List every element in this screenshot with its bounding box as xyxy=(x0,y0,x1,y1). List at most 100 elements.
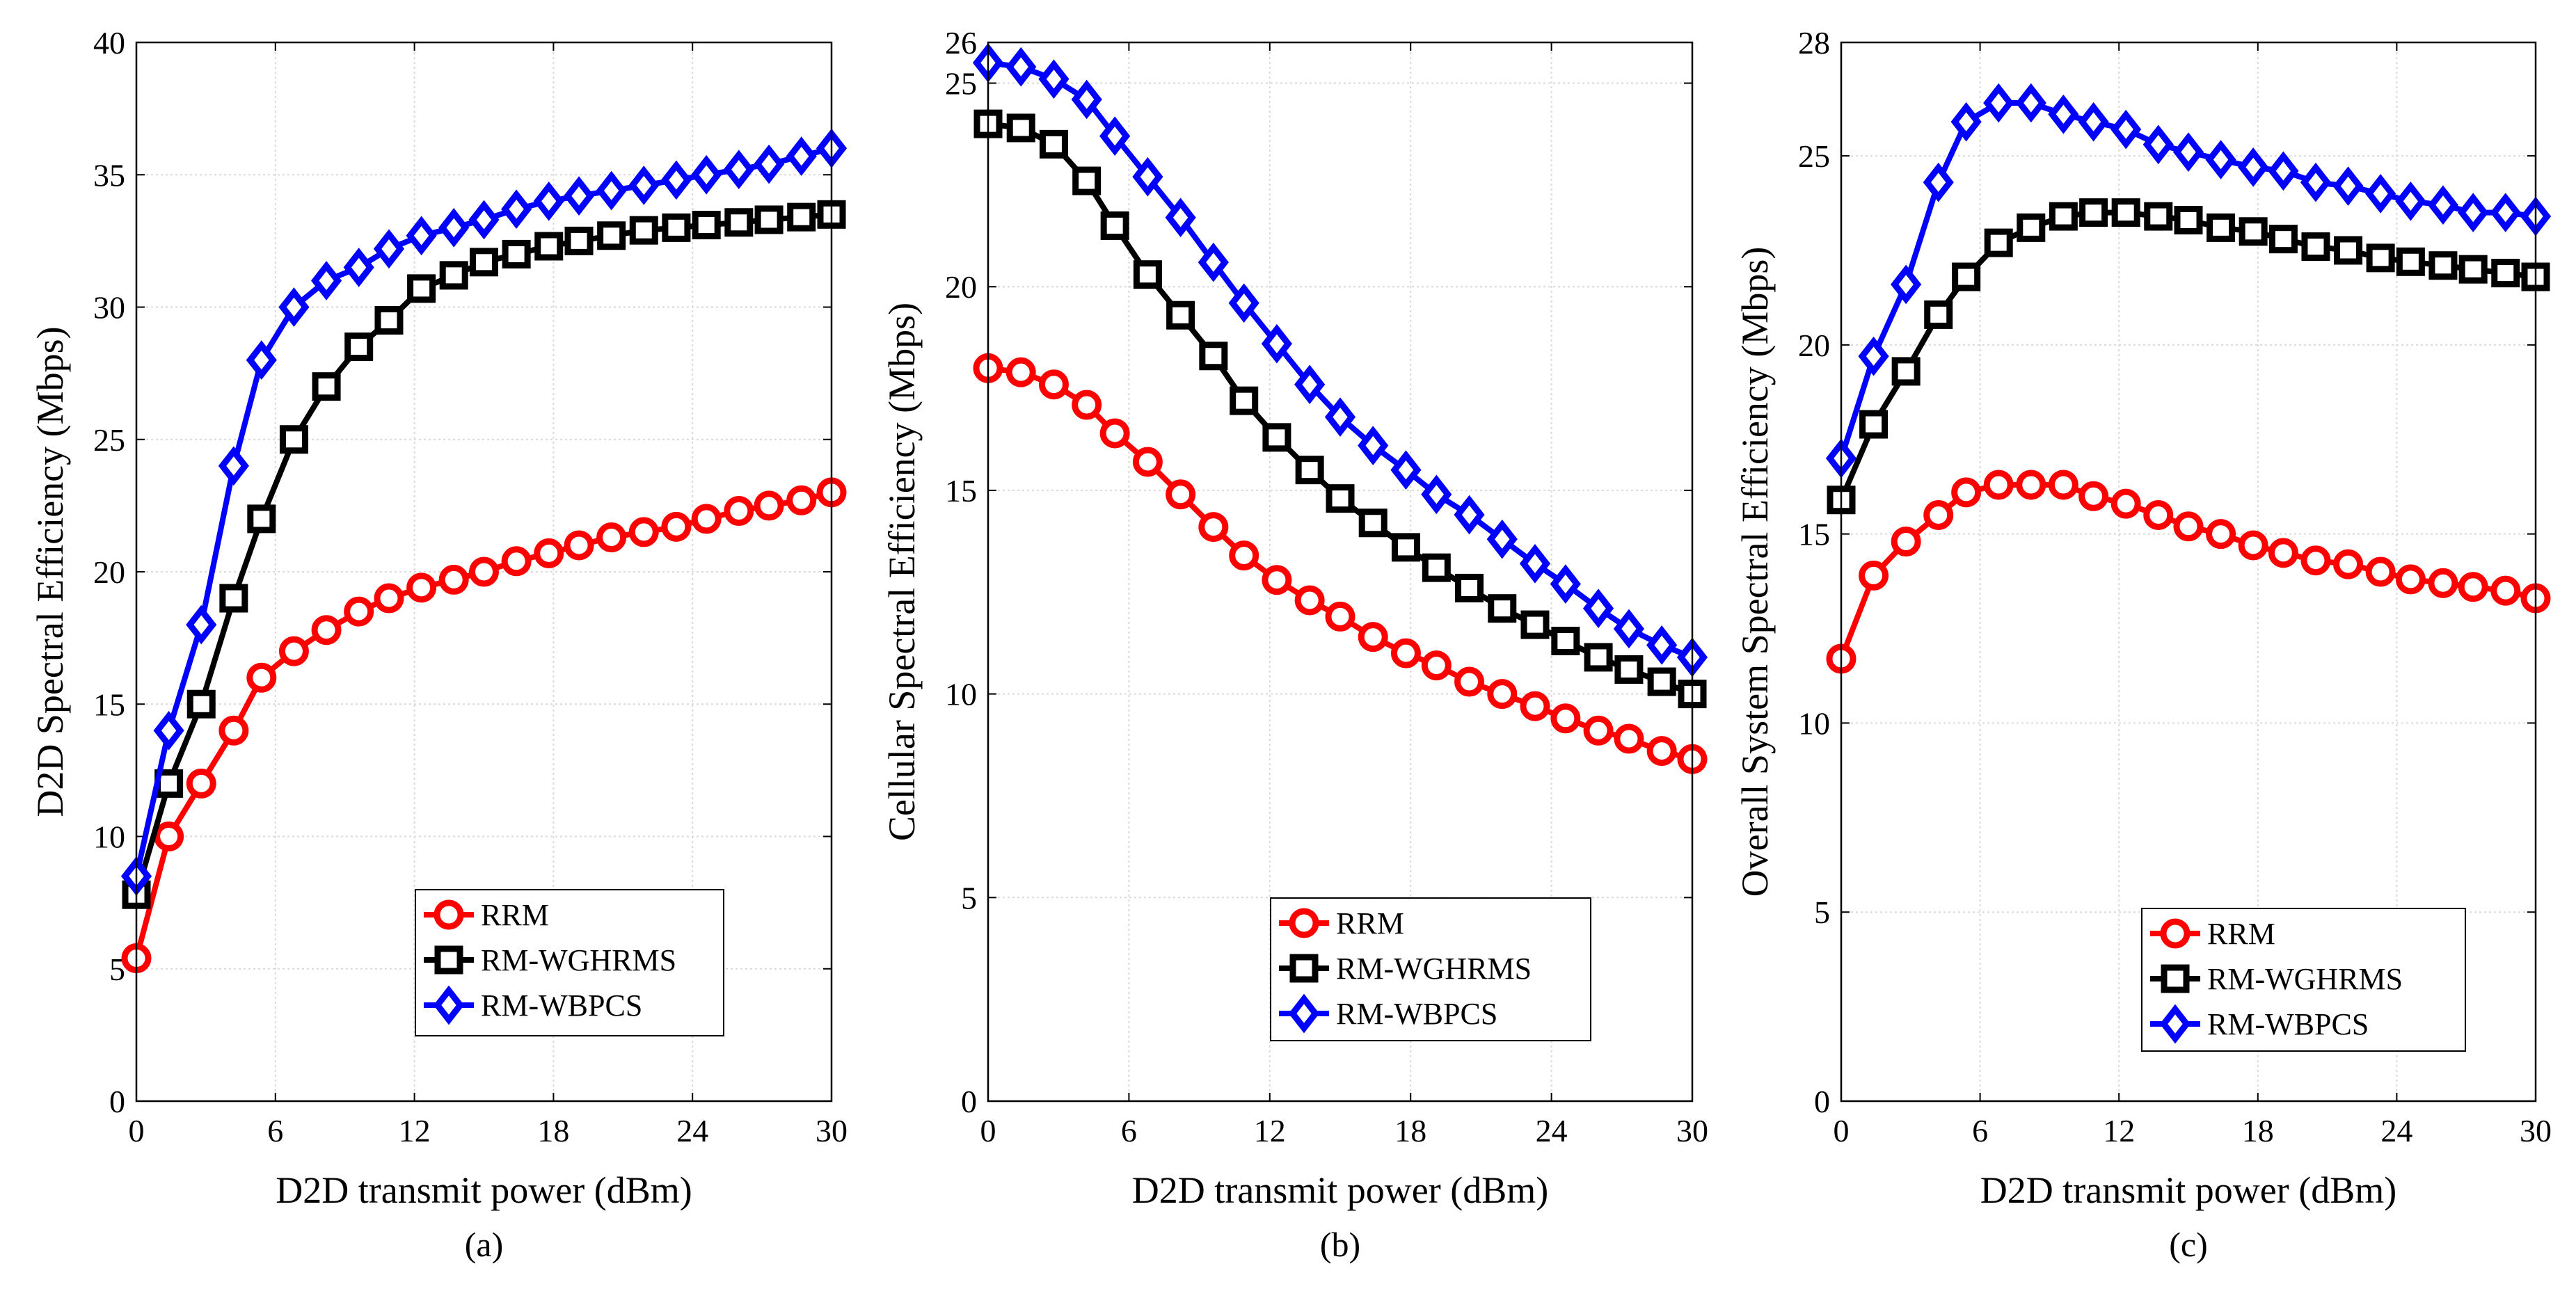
data-point-rm-wghrms xyxy=(754,205,784,234)
data-point-rm-wghrms xyxy=(2268,225,2298,254)
data-point-rm-wghrms xyxy=(1358,508,1388,538)
data-point-rm-wghrms xyxy=(534,232,564,261)
data-point-rm-wbpcs xyxy=(1132,157,1163,197)
y-tick-label: 20 xyxy=(945,269,977,305)
y-tick-label: 25 xyxy=(93,422,125,458)
data-point-rm-wbpcs xyxy=(2332,166,2364,206)
data-point-rm-wghrms xyxy=(1100,211,1129,240)
x-tick-label: 0 xyxy=(129,1113,145,1148)
data-point-rm-wbpcs xyxy=(501,189,532,230)
y-tick-label: 15 xyxy=(945,473,977,508)
data-point-rrm xyxy=(786,485,817,515)
data-point-rm-wghrms xyxy=(1520,610,1550,639)
data-point-rm-wghrms xyxy=(1006,113,1035,143)
data-point-rrm xyxy=(406,572,437,603)
data-point-rm-wghrms xyxy=(1133,260,1162,289)
x-tick-label: 30 xyxy=(2520,1113,2552,1148)
y-tick-label: 15 xyxy=(1798,517,1830,552)
data-point-rrm xyxy=(2238,530,2268,561)
data-point-rm-wghrms xyxy=(629,216,658,245)
data-point-rrm xyxy=(534,538,564,568)
x-tick-label: 0 xyxy=(1834,1113,1850,1148)
data-point-rm-wghrms xyxy=(502,239,531,269)
data-point-rm-wghrms xyxy=(1391,533,1420,562)
data-point-rm-wghrms xyxy=(2428,251,2458,280)
data-point-rm-wbpcs xyxy=(1950,102,1982,142)
data-point-rm-wghrms xyxy=(1230,386,1259,415)
data-point-rrm xyxy=(438,564,469,595)
data-point-rm-wbpcs xyxy=(1324,397,1356,437)
legend-label: RM-WBPCS xyxy=(1336,997,1497,1031)
data-point-rm-wbpcs xyxy=(596,170,627,211)
y-axis-label: Overall System Spectral Efficiency (Mbps… xyxy=(1734,247,1776,897)
x-tick-label: 24 xyxy=(1536,1113,1568,1148)
x-tick-label: 12 xyxy=(1254,1113,1286,1148)
y-tick-label: 25 xyxy=(1798,138,1830,174)
data-point-rm-wbpcs xyxy=(2142,125,2174,165)
data-point-rm-wbpcs xyxy=(1198,242,1229,282)
data-point-rrm xyxy=(1132,447,1163,477)
data-point-rm-wghrms xyxy=(1488,594,1517,623)
data-point-rrm xyxy=(1891,527,1921,557)
data-point-rm-wbpcs xyxy=(691,154,722,195)
data-point-rm-wbpcs xyxy=(2268,151,2299,191)
data-point-rm-wbpcs xyxy=(1261,323,1293,364)
data-point-rm-wbpcs xyxy=(2238,147,2269,187)
legend-marker-rm-wghrms xyxy=(434,945,463,975)
data-point-rm-wghrms xyxy=(2334,236,2363,265)
legend: RRM RM-WGHRMS RM-WBPCS xyxy=(415,889,724,1036)
data-point-rm-wbpcs xyxy=(1550,564,1581,604)
data-point-rm-wbpcs xyxy=(1983,83,2014,123)
data-point-rm-wbpcs xyxy=(2458,193,2489,232)
data-point-rrm xyxy=(2490,575,2521,606)
y-tick-label: 10 xyxy=(93,819,125,855)
x-tick-label: 18 xyxy=(2242,1113,2274,1148)
y-tick-label: 20 xyxy=(1798,328,1830,363)
figure-caption: (a) xyxy=(465,1225,504,1264)
data-point-rrm xyxy=(1099,418,1130,449)
data-point-rrm xyxy=(691,504,722,534)
data-point-rrm xyxy=(501,546,532,577)
data-point-rm-wghrms xyxy=(2458,255,2488,284)
data-point-rm-wghrms xyxy=(1166,301,1195,330)
data-point-rrm xyxy=(154,822,184,851)
data-point-rm-wghrms xyxy=(1072,166,1102,195)
x-tick-label: 6 xyxy=(1121,1113,1137,1148)
y-tick-label: 5 xyxy=(961,880,977,915)
data-point-rm-wbpcs xyxy=(1858,336,1889,376)
x-tick-label: 30 xyxy=(816,1113,848,1148)
data-point-rm-wghrms xyxy=(2207,213,2236,242)
data-point-rm-wghrms xyxy=(564,226,594,255)
data-point-rrm xyxy=(564,530,594,561)
data-point-rm-wghrms xyxy=(2049,202,2078,231)
data-point-rm-wbpcs xyxy=(1005,47,1037,87)
data-point-rrm xyxy=(2143,499,2174,530)
data-point-rm-wbpcs xyxy=(1891,264,1922,305)
data-point-rm-wghrms xyxy=(1199,342,1228,371)
data-point-rm-wghrms xyxy=(1551,627,1580,656)
legend-label: RM-WGHRMS xyxy=(481,943,676,977)
data-point-rm-wbpcs xyxy=(343,248,374,287)
data-point-rrm xyxy=(1646,736,1677,767)
y-tick-label: 0 xyxy=(109,1084,125,1119)
data-point-rm-wbpcs xyxy=(563,176,595,216)
data-point-rm-wbpcs xyxy=(1923,162,1954,202)
y-tick-label: 15 xyxy=(93,687,125,722)
chart-panel-a: 0 6 12 18 24 30 0 5 10 15 20 25 30 35 40 D2D transmit p… xyxy=(29,25,848,1264)
data-point-rm-wbpcs xyxy=(1613,609,1645,649)
legend-marker-rm-wghrms xyxy=(2161,964,2190,993)
legend-label: RM-WBPCS xyxy=(2207,1007,2369,1041)
data-point-rrm xyxy=(1390,638,1421,668)
data-point-rrm xyxy=(1072,390,1102,420)
data-point-rm-wghrms xyxy=(470,248,498,277)
data-point-rm-wghrms xyxy=(2144,202,2173,231)
legend-marker-rrm xyxy=(1289,908,1319,938)
data-point-rm-wghrms xyxy=(2366,243,2395,273)
y-tick-label: 40 xyxy=(93,25,125,61)
data-point-rm-wbpcs xyxy=(754,144,785,184)
y-axis-label: D2D Spectral Efficiency (Mbps) xyxy=(29,326,71,817)
y-tick-label: 5 xyxy=(109,952,125,987)
y-axis-label: Cellular Spectral Efficiency (Mbps) xyxy=(881,303,923,841)
data-point-rm-wbpcs xyxy=(628,166,660,205)
data-point-rm-wghrms xyxy=(597,221,626,250)
